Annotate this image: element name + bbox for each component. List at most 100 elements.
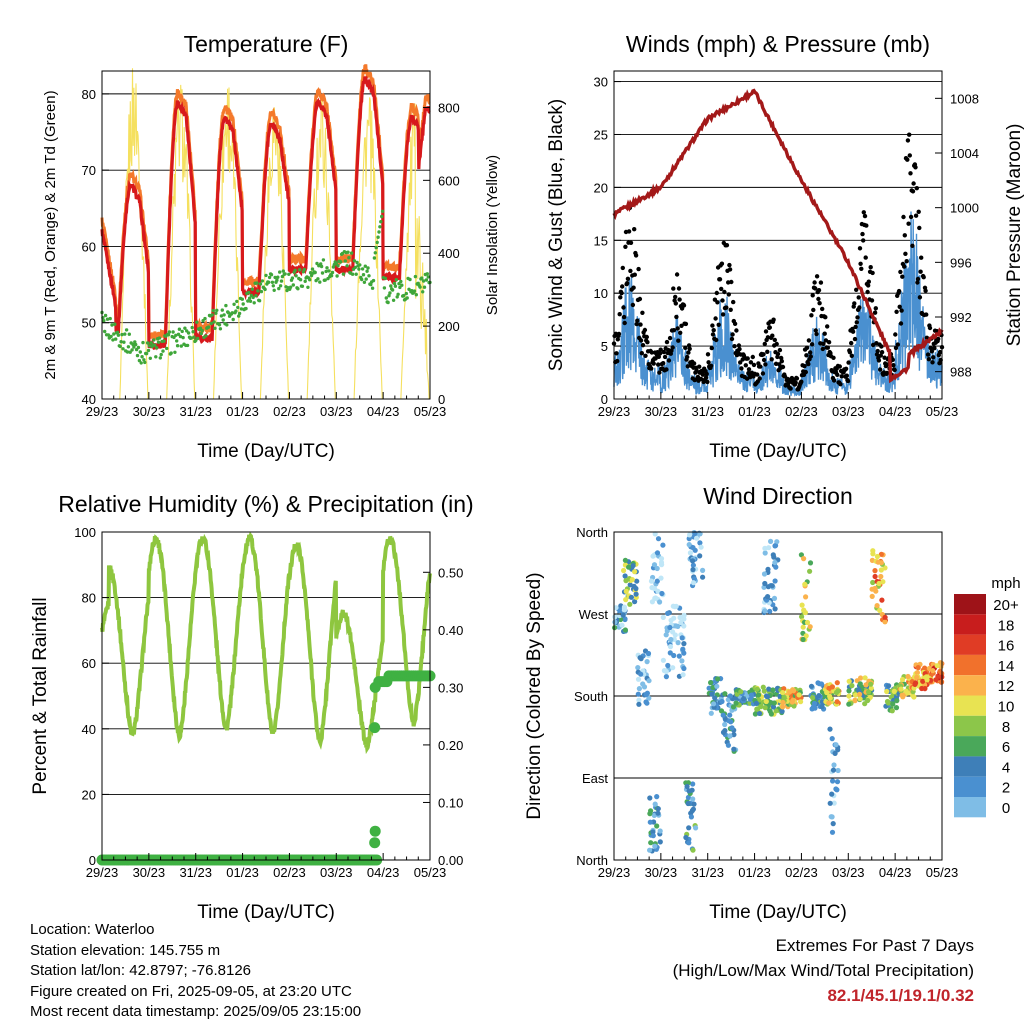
gust-point <box>872 310 878 315</box>
gust-point <box>831 355 836 360</box>
dewpoint-point <box>275 278 279 282</box>
dewpoint-point <box>370 286 375 290</box>
station-location: Location: Waterloo <box>30 921 155 938</box>
gust-point <box>625 281 630 286</box>
gust-point <box>700 372 706 377</box>
direction-point <box>884 688 890 695</box>
dewpoint-point <box>141 340 145 345</box>
gust-point <box>681 303 687 308</box>
gust-point <box>621 314 627 320</box>
direction-point <box>720 712 726 718</box>
gust-point <box>658 347 663 352</box>
gust-point <box>931 355 936 360</box>
temperature-ylabel-right: Solar Insolation (Yellow) <box>484 155 501 315</box>
dewpoint-point <box>361 273 366 277</box>
direction-point <box>697 540 703 546</box>
x-tick-label: 03/23 <box>320 865 353 880</box>
gust-point <box>853 324 858 330</box>
gust-point <box>818 280 824 285</box>
gust-point <box>772 337 777 343</box>
direction-point <box>880 579 886 585</box>
direction-point <box>671 615 677 621</box>
direction-point <box>686 840 692 846</box>
gust-point <box>644 334 649 340</box>
dewpoint-point <box>113 322 117 326</box>
gust-point <box>674 272 680 277</box>
winds-xlabel: Time (Day/UTC) <box>709 441 847 462</box>
dewpoint-point <box>153 343 157 347</box>
gust-point <box>875 348 880 354</box>
dewpoint-point <box>366 266 370 270</box>
direction-point <box>830 821 836 827</box>
dewpoint-point <box>319 264 324 269</box>
gust-point <box>849 340 854 346</box>
dewpoint-point <box>372 256 377 260</box>
gust-point <box>730 332 735 337</box>
x-tick-label: 02/23 <box>273 865 306 880</box>
dewpoint-point <box>302 267 306 272</box>
direction-point <box>846 688 852 694</box>
direction-point <box>753 700 760 707</box>
direction-point <box>767 699 773 706</box>
dewpoint-point <box>161 349 165 353</box>
dewpoint-point <box>269 273 274 277</box>
gust-point <box>622 320 627 326</box>
direction-point <box>710 684 716 691</box>
direction-point <box>655 536 662 542</box>
dewpoint-point <box>232 302 236 306</box>
dewpoint-point <box>386 300 390 305</box>
gust-point <box>719 261 725 266</box>
gust-point <box>890 357 895 362</box>
precip-point <box>369 722 381 734</box>
gust-point <box>745 356 750 361</box>
direction-point <box>811 700 818 707</box>
direction-point <box>727 733 733 739</box>
direction-point <box>802 581 808 587</box>
direction-point <box>645 650 652 657</box>
dewpoint-point <box>367 274 371 278</box>
gust-point <box>777 347 783 353</box>
dewpoint-point <box>373 251 377 255</box>
gust-point <box>924 312 929 317</box>
direction-point <box>652 531 658 537</box>
dewpoint-point <box>323 278 327 282</box>
dewpoint-point <box>132 345 136 349</box>
gust-point <box>902 233 907 238</box>
direction-point <box>899 676 906 683</box>
gust-point <box>651 361 656 366</box>
dewpoint-point <box>412 289 417 293</box>
winds-ticks: 29/23 30/23 31/23 01/23 02/23 03/23 04/23 05/23… <box>594 75 979 419</box>
solar-y-tick-label: 400 <box>438 246 460 261</box>
direction-point <box>791 703 797 709</box>
gust-point <box>904 259 909 264</box>
gust-point <box>937 349 943 355</box>
wind-y-tick-label: 30 <box>594 75 608 90</box>
direction-point <box>667 624 673 631</box>
pressure-y-tick-label: 1008 <box>950 91 979 106</box>
direction-point <box>698 544 704 550</box>
gust-point <box>825 324 830 329</box>
wind-y-tick-label: 5 <box>601 339 608 354</box>
direction-point <box>779 708 785 714</box>
direction-point <box>920 678 926 684</box>
dewpoint-point <box>235 299 239 304</box>
direction-point <box>638 671 644 677</box>
dewpoint-point <box>413 274 418 279</box>
dewpoint-point <box>130 348 134 352</box>
direction-point <box>690 558 696 564</box>
gust-point <box>870 270 875 276</box>
dewpoint-point <box>241 302 245 306</box>
direction-point <box>663 674 670 680</box>
dewpoint-point <box>281 269 285 273</box>
direction-point <box>801 556 807 562</box>
dewpoint-point <box>143 360 147 365</box>
extremes-subtitle: (High/Low/Max Wind/Total Precipitation) <box>672 961 974 980</box>
dewpoint-point <box>371 278 376 283</box>
direction-point <box>899 692 905 698</box>
gust-point <box>623 244 628 249</box>
pressure-y-tick-label: 996 <box>950 255 972 270</box>
direction-point <box>829 684 836 690</box>
gust-point <box>628 240 634 245</box>
dewpoint-point <box>248 299 253 303</box>
direction-point <box>690 796 696 802</box>
